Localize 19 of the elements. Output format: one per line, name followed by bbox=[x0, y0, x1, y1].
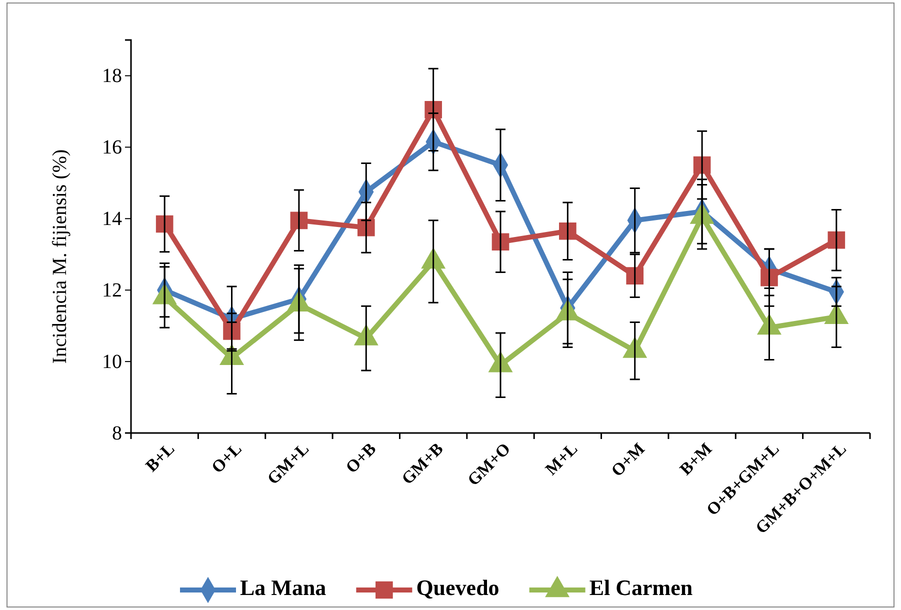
y-tick-label: 16 bbox=[102, 136, 122, 159]
point bbox=[828, 231, 846, 249]
y-tick-label: 14 bbox=[102, 208, 122, 230]
y-tick-label: 18 bbox=[102, 65, 122, 88]
y-tick-label: 10 bbox=[102, 350, 122, 373]
x-tick-label: O+B bbox=[342, 439, 380, 477]
x-tick-label: O+L bbox=[208, 439, 246, 477]
point bbox=[223, 322, 240, 340]
legend-label: La Mana bbox=[240, 575, 326, 600]
y-tick-label: 12 bbox=[102, 279, 122, 302]
point bbox=[760, 268, 778, 286]
point bbox=[626, 267, 644, 284]
point bbox=[559, 222, 576, 240]
point bbox=[156, 215, 174, 233]
y-tick-label: 8 bbox=[112, 422, 122, 444]
legend-label: Quevedo bbox=[416, 575, 500, 600]
x-tick-label: B+L bbox=[142, 439, 178, 476]
y-axis-title: Incidencia M. fijiensis (%) bbox=[49, 149, 71, 364]
legend-label: El Carmen bbox=[589, 575, 693, 600]
